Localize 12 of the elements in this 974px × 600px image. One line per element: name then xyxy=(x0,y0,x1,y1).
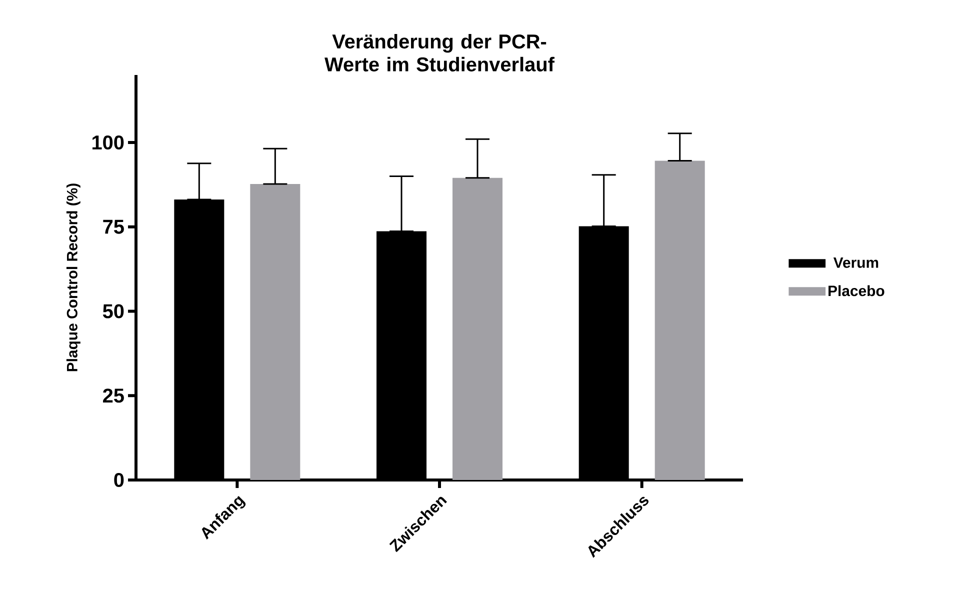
y-tick-label: 25 xyxy=(103,388,124,403)
y-axis-title: Plaque Control Record (%) xyxy=(66,184,80,372)
bar xyxy=(250,184,300,480)
bar xyxy=(654,160,705,480)
y-tick-label: 50 xyxy=(102,304,124,318)
bar xyxy=(452,178,503,480)
legend-label: Placebo xyxy=(828,285,884,296)
y-tick-label: 0 xyxy=(114,472,124,488)
chart-title: Veränderung der PCR-Werte im Studienverlauf xyxy=(324,34,554,72)
y-tick-label: 100 xyxy=(92,135,124,150)
y-tick-label: 75 xyxy=(103,220,124,234)
legend-label: Verum xyxy=(833,257,878,268)
